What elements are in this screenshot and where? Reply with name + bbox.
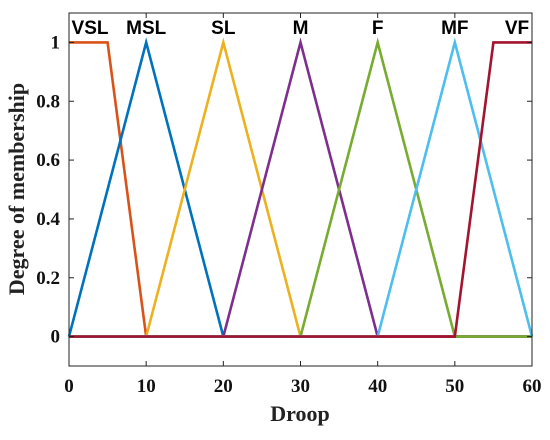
series-label-m: M [293,18,309,39]
y-tick-label: 0.2 [36,268,60,289]
series-label-mf: MF [441,18,468,39]
y-tick-label: 0.4 [36,209,60,230]
series-label-vf: VF [505,18,529,39]
series-line-msl [67,37,532,338]
series-line-vsl [69,41,532,338]
series-label-vsl: VSL [72,18,109,39]
series-label-msl: MSL [126,18,167,39]
series-label-sl: SL [211,18,236,39]
series-line-f [69,37,532,338]
y-tick-label: 0.8 [36,91,60,112]
plot-frame [68,12,533,367]
series-line-vf [69,41,532,338]
y-axis-title: Degree of membership [4,83,29,295]
series-label-layer: VSL MSL SL M F MF VF [72,18,530,39]
series-line-mf [69,37,534,338]
y-tick-label: 1 [51,32,61,53]
x-tick-label: 20 [214,376,233,397]
x-tick-label: 0 [64,376,74,397]
x-tick-label: 30 [291,376,310,397]
tick-layer: 0 10 20 30 40 50 60 0 0.2 0.4 0.6 0.8 1 [36,13,542,397]
series-line-m [69,37,532,338]
series-label-f: F [372,18,384,39]
y-tick-label: 0 [51,327,61,348]
series-line-sl [69,37,532,338]
x-tick-label: 10 [137,376,156,397]
x-tick-label: 40 [368,376,387,397]
y-tick-label: 0.6 [36,150,60,171]
x-tick-label: 60 [523,376,542,397]
x-axis-title: Droop [270,401,330,426]
series-layer [67,37,534,338]
x-tick-label: 50 [445,376,464,397]
